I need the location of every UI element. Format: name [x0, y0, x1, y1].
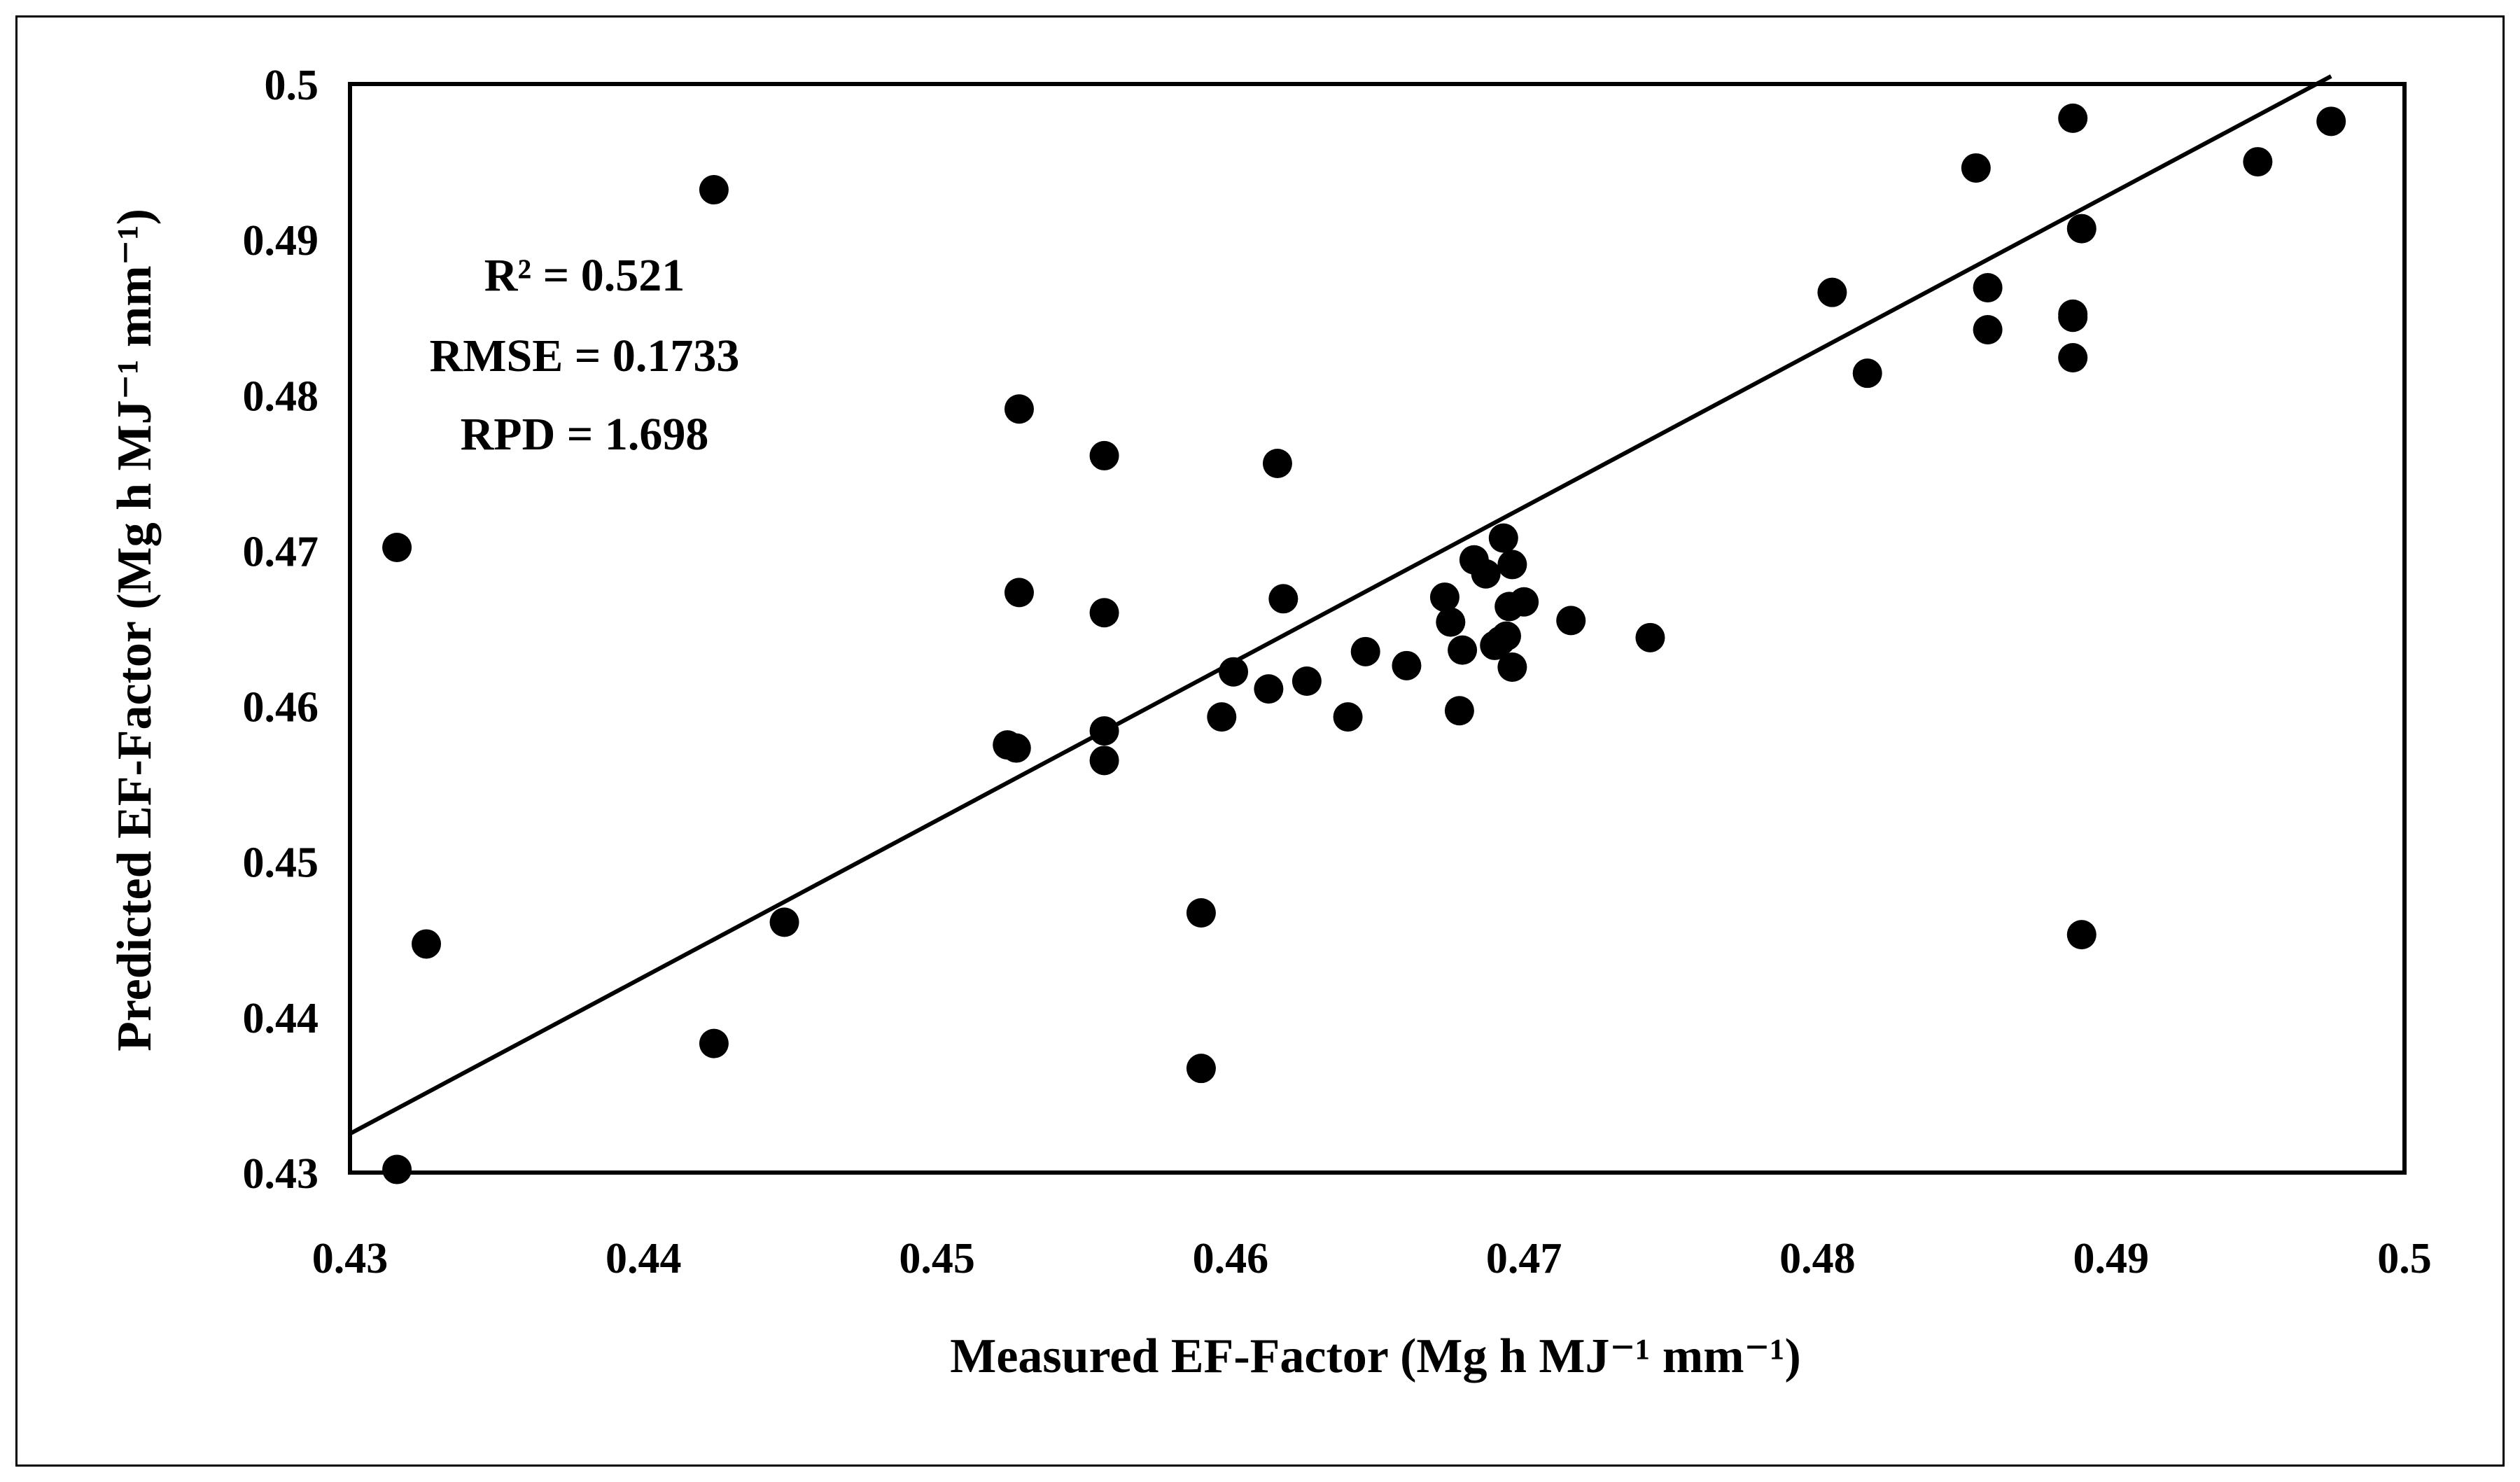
data-point — [1635, 622, 1665, 652]
y-tick-label: 0.48 — [243, 372, 319, 420]
y-tick-label: 0.45 — [243, 839, 319, 887]
data-point — [1436, 607, 1466, 637]
x-tick-label: 0.45 — [899, 1235, 975, 1282]
data-point — [2243, 147, 2273, 177]
x-tick-label: 0.5 — [2377, 1235, 2432, 1282]
data-point — [1817, 277, 1847, 307]
data-point — [1292, 666, 1322, 697]
y-tick-label: 0.43 — [243, 1150, 319, 1198]
data-point — [412, 929, 442, 959]
data-point — [1262, 449, 1292, 479]
data-point — [1089, 598, 1119, 628]
data-point — [1089, 716, 1119, 746]
data-point — [1471, 559, 1501, 589]
x-tick-labels: 0.43 0.44 0.45 0.46 0.47 0.48 0.49 0.5 — [312, 1235, 2432, 1282]
data-point — [1186, 1054, 1216, 1084]
data-point — [1961, 153, 1991, 183]
data-point — [1219, 657, 1249, 687]
data-point — [1491, 621, 1521, 651]
data-point — [382, 1154, 412, 1184]
data-point — [1350, 636, 1380, 666]
data-point — [1004, 394, 1034, 424]
plot-area — [348, 82, 2407, 1175]
data-point — [1089, 440, 1119, 470]
data-point — [2058, 302, 2088, 333]
data-point — [1509, 587, 1539, 617]
rpd-label: RPD = 1.698 — [461, 409, 709, 460]
y-tick-label: 0.49 — [243, 217, 319, 265]
data-point — [2066, 920, 2096, 950]
data-point — [1004, 578, 1034, 608]
y-axis-title: Predicted EF-Factor (Mg h MJ⁻¹ mm⁻¹) — [108, 209, 162, 1051]
data-point — [699, 1028, 729, 1058]
y-tick-labels: 0.43 0.44 0.45 0.46 0.47 0.48 0.49 0.5 — [243, 62, 319, 1198]
data-point — [1497, 550, 1527, 580]
data-point — [1186, 898, 1216, 928]
y-tick-label: 0.44 — [243, 995, 319, 1042]
data-point — [1448, 635, 1478, 665]
data-point — [1973, 314, 2003, 344]
data-point — [699, 175, 729, 205]
stats-box: R² = 0.521 RMSE = 0.1733 RPD = 1.698 — [430, 250, 740, 460]
data-point — [1207, 702, 1237, 732]
x-tick-label: 0.46 — [1193, 1235, 1269, 1282]
data-point — [1488, 523, 1518, 553]
x-tick-label: 0.47 — [1486, 1235, 1562, 1282]
data-point — [1429, 582, 1460, 613]
data-point — [1444, 696, 1474, 726]
x-tick-label: 0.48 — [1779, 1235, 1856, 1282]
data-point — [1392, 650, 1422, 680]
data-point — [1852, 358, 1882, 389]
r2-label: R² = 0.521 — [484, 250, 685, 301]
x-axis-title: Measured EF-Factor (Mg h MJ⁻¹ mm⁻¹) — [950, 1329, 1801, 1383]
figure-frame — [15, 15, 2505, 1467]
data-point — [1497, 652, 1527, 683]
data-point — [1973, 273, 2003, 303]
data-point — [1254, 674, 1284, 704]
data-point — [1089, 746, 1119, 776]
x-tick-label: 0.44 — [606, 1235, 682, 1282]
data-point — [382, 532, 412, 562]
data-point — [769, 907, 799, 937]
rmse-label: RMSE = 0.1733 — [430, 330, 740, 382]
data-point — [1333, 702, 1363, 732]
data-point — [2316, 106, 2346, 137]
data-points — [382, 103, 2346, 1184]
x-tick-label: 0.49 — [2073, 1235, 2149, 1282]
data-point — [2058, 342, 2088, 372]
y-tick-label: 0.5 — [265, 62, 319, 109]
data-point — [2058, 103, 2088, 133]
data-point — [1268, 584, 1298, 614]
trend-line — [349, 74, 2332, 1136]
x-tick-label: 0.43 — [312, 1235, 388, 1282]
data-point — [1556, 606, 1586, 636]
y-tick-label: 0.46 — [243, 684, 319, 732]
y-tick-label: 0.47 — [243, 528, 319, 575]
data-point — [2066, 214, 2096, 244]
data-point — [1001, 733, 1031, 763]
